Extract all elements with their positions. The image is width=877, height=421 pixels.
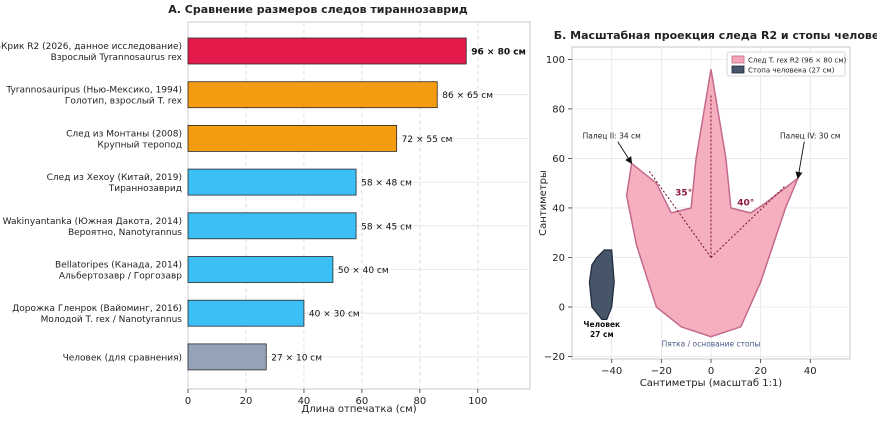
angle-label: 35°	[675, 189, 692, 199]
bar-value-label: 58 × 48 см	[361, 179, 412, 189]
panel-a-frame	[187, 21, 531, 390]
category-label: Голотип, взрослый T. rex	[65, 97, 183, 107]
bar	[187, 168, 357, 196]
panel-b-ticks: −40 −20 0 20 40 −20 0 20 40 60 80 100	[544, 55, 817, 377]
category-label: Взрослый Tyrannosaurus rex	[51, 53, 183, 63]
bar	[187, 299, 305, 327]
category-label: Молодой T. rex / Nanotyrannus	[41, 315, 183, 325]
bar	[187, 343, 267, 371]
y-tick-label: 40	[552, 203, 565, 214]
x-tick-label: −40	[601, 366, 622, 377]
x-tick-label: 20	[754, 366, 767, 377]
category-label: Дорожка Гленрок (Вайоминг, 2016)	[12, 304, 182, 314]
toe-length-label: Палец II: 34 см	[583, 132, 641, 141]
bar-value-label: 72 × 55 см	[402, 135, 453, 145]
y-tick-label: −20	[544, 352, 565, 363]
trex-footprint-outline	[625, 69, 800, 338]
category-label: Альбертозавр / Горгозавр	[59, 272, 182, 282]
x-tick-label: 40	[804, 366, 817, 377]
bar	[187, 81, 438, 109]
toe-length-arrow	[795, 141, 805, 180]
panel-a-title: А. Сравнение размеров следов тираннозавр…	[168, 3, 468, 16]
bar	[187, 125, 398, 152]
category-label: Хелл-Крик R2 (2026, данное исследование)	[0, 42, 182, 52]
x-tick-label: 40	[298, 396, 311, 407]
bar-value-label: 96 × 80 см	[471, 48, 526, 58]
category-label: Wakinyantanka (Южная Дакота, 2014)	[3, 217, 182, 227]
category-label: Bellatoripes (Канада, 2014)	[55, 261, 182, 271]
y-tick-label: 60	[552, 154, 565, 165]
x-tick-label: 60	[356, 396, 369, 407]
panel-b-title: Б. Масштабная проекция следа R2 и стопы …	[554, 29, 877, 42]
bar-value-label: 40 × 30 см	[309, 310, 360, 320]
panel-a-x-ticks: 0 20 40 60 80 100	[185, 389, 487, 407]
category-label: Крупный теропод	[97, 140, 182, 150]
toe-axis-line	[648, 170, 712, 258]
bar	[187, 256, 334, 283]
bar-value-label: 50 × 40 см	[338, 266, 389, 276]
category-label: След из Монтаны (2008)	[66, 129, 182, 139]
panel-a-bars: 96 × 80 см Хелл-Крик R2 (2026, данное исс…	[0, 37, 526, 371]
y-tick-label: 0	[559, 303, 565, 314]
y-tick-label: 20	[552, 253, 565, 264]
x-tick-label: 0	[708, 366, 714, 377]
heel-label: Пятка / основание стопы	[662, 340, 761, 349]
category-label: След из Хехоу (Китай, 2019)	[47, 173, 182, 183]
category-label: Человек (для сравнения)	[63, 353, 182, 363]
x-tick-label: 80	[413, 396, 426, 407]
legend-box	[726, 51, 846, 77]
panel-a-grid	[187, 22, 530, 389]
x-tick-label: −20	[651, 366, 672, 377]
legend-swatch	[731, 65, 745, 74]
toe-length-arrow	[617, 141, 633, 165]
legend-swatch	[731, 55, 745, 64]
panel-a-x-label: Длина отпечатка (см)	[301, 404, 416, 415]
human-foot-outline	[588, 249, 615, 320]
bar	[187, 37, 467, 65]
panel-b-y-label: Сантиметры	[538, 170, 549, 236]
panel-b-shapes: 35° 40° Палец II: 34 см Палец IV: 30 см Пятк…	[583, 69, 841, 349]
toe-axis-line	[710, 185, 786, 258]
panel-b-x-label: Сантиметры (масштаб 1:1)	[640, 378, 783, 389]
x-tick-label: 0	[185, 396, 191, 407]
category-label: Вероятно, Nanotyrannus	[68, 228, 182, 238]
toe-length-label: Палец IV: 30 см	[780, 132, 840, 141]
bar-value-label: 58 × 45 см	[361, 222, 412, 232]
category-label: Тираннозаврид	[108, 184, 182, 194]
legend-label: Стопа человека (27 см)	[748, 67, 835, 75]
panel-a: А. Сравнение размеров следов тираннозавр…	[0, 3, 531, 415]
bar	[187, 212, 357, 240]
x-tick-label: 100	[468, 396, 487, 407]
x-tick-label: 20	[240, 396, 253, 407]
human-label: Человек	[583, 320, 620, 329]
legend-label: След T. rex R2 (96 × 80 см)	[748, 57, 847, 65]
bar-value-label: 86 × 65 см	[442, 91, 493, 101]
panel-b-legend: След T. rex R2 (96 × 80 см) Стопа человек…	[726, 51, 847, 77]
category-label: Tyrannosauripus (Нью-Мексико, 1994)	[5, 86, 182, 96]
panel-b: Б. Масштабная проекция следа R2 и стопы …	[538, 29, 877, 389]
bar-value-label: 27 × 10 см	[271, 353, 322, 363]
y-tick-label: 80	[552, 104, 565, 115]
y-tick-label: 100	[546, 55, 565, 66]
angle-label: 40°	[737, 198, 754, 208]
human-label: 27 см	[590, 330, 614, 339]
